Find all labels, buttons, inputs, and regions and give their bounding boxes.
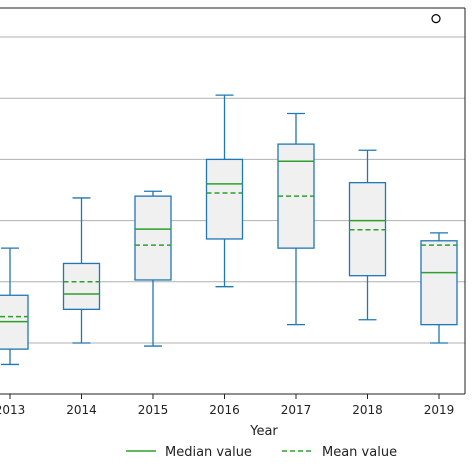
box-2018 (348, 149, 387, 321)
box-body-2019 (420, 240, 458, 326)
x-tick-label-2018: 2018 (352, 403, 383, 417)
legend-median-label: Median value (165, 445, 252, 460)
box-body-2016 (205, 158, 244, 240)
x-axis-label: Year (249, 424, 278, 439)
x-tick-label-2013: 2013 (0, 403, 25, 417)
x-tick-label-2016: 2016 (209, 403, 240, 417)
legend: Median value Mean value (126, 445, 397, 460)
box-2019 (420, 232, 458, 344)
x-tick-label-2017: 2017 (281, 403, 312, 417)
x-tick-label-2019: 2019 (424, 403, 455, 417)
boxes (0, 14, 458, 366)
legend-mean-label: Mean value (322, 445, 397, 460)
box-2013 (0, 247, 29, 366)
box-2016 (205, 94, 244, 288)
x-tick-label-2015: 2015 (138, 403, 169, 417)
box-2014 (62, 197, 101, 344)
outlier-2017-0 (431, 14, 441, 24)
box-body-2014 (62, 262, 101, 310)
box-2017 (277, 14, 441, 326)
x-ticks: 2013 2014 2015 2016 2017 2018 2019 (0, 394, 454, 417)
axes (0, 7, 466, 395)
box-2015 (134, 190, 172, 347)
x-tick-label-2014: 2014 (66, 403, 97, 417)
box-body-2015 (134, 195, 172, 281)
